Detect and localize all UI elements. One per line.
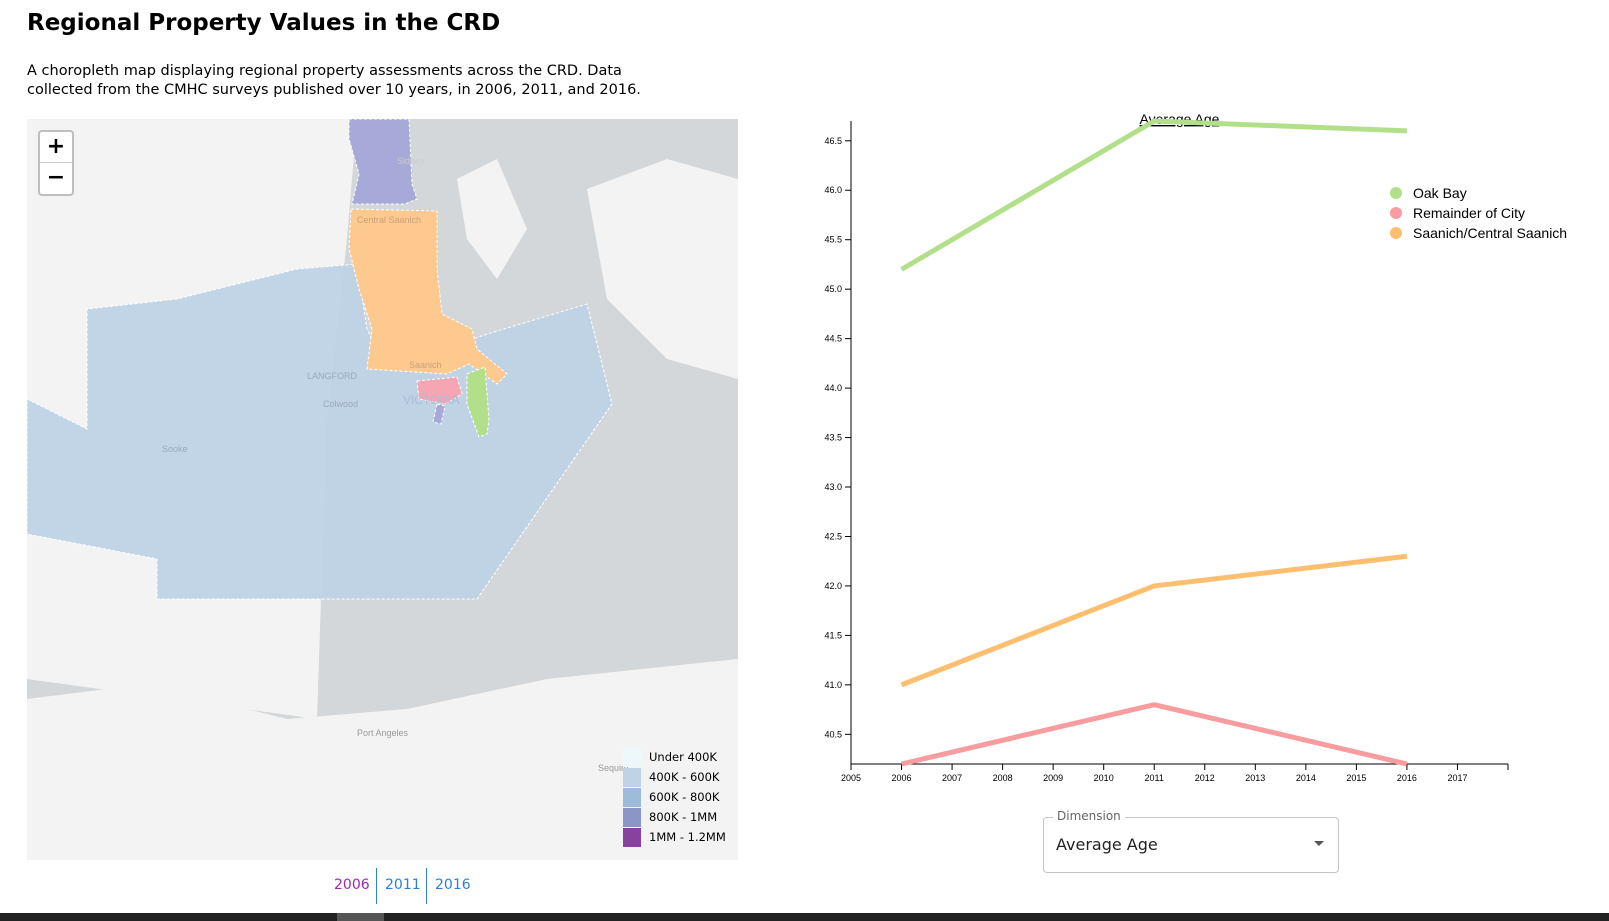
legend-swatch xyxy=(623,808,641,827)
legend-item: 1MM - 1.2MM xyxy=(623,828,738,848)
legend-label: Saanich/Central Saanich xyxy=(1413,225,1567,241)
place-label-victoria: VICTORIA xyxy=(403,393,459,407)
x-tick-label: 2005 xyxy=(841,773,861,783)
x-tick-label: 2011 xyxy=(1145,773,1164,783)
y-tick-label: 43.0 xyxy=(824,482,842,492)
horizontal-scrollbar[interactable] xyxy=(0,913,1609,921)
year-divider xyxy=(426,868,427,904)
x-tick-label: 2012 xyxy=(1195,773,1215,783)
y-tick-label: 45.5 xyxy=(824,235,842,245)
legend-item: Under 400K xyxy=(623,748,738,768)
place-label-langford: LANGFORD xyxy=(307,371,358,381)
region-purple-north[interactable] xyxy=(348,119,418,205)
legend-marker xyxy=(1390,187,1402,199)
dropdown-arrow-icon xyxy=(1314,841,1324,846)
legend-item: 800K - 1MM xyxy=(623,808,738,828)
page-description: A choropleth map displaying regional pro… xyxy=(27,63,641,98)
line-chart: 2005 2006 2007 2008 2009 2010 2011 2012 2013 2014… xyxy=(780,108,1580,812)
legend-item: 400K - 600K xyxy=(623,768,738,788)
zoom-control: + − xyxy=(38,130,74,196)
place-label-central-saanich: Central Saanich xyxy=(357,215,421,225)
legend-marker xyxy=(1390,227,1402,239)
y-tick-label: 43.5 xyxy=(824,433,842,443)
x-tick-label: 2013 xyxy=(1245,773,1265,783)
x-tick-label: 2014 xyxy=(1296,773,1316,783)
year-tab-2011[interactable]: 2011 xyxy=(385,877,421,893)
legend-swatch xyxy=(623,828,641,847)
y-tick-label: 44.0 xyxy=(824,383,842,393)
legend-label: 400K - 600K xyxy=(649,770,720,784)
land-mass-south xyxy=(27,659,738,860)
legend-swatch xyxy=(623,788,641,807)
legend-item: 600K - 800K xyxy=(623,788,738,808)
place-label-colwood: Colwood xyxy=(323,399,358,409)
dimension-select[interactable]: Dimension Average Age xyxy=(1043,809,1339,873)
place-label-sooke: Sooke xyxy=(162,444,188,454)
y-tick-label: 40.5 xyxy=(824,729,842,739)
x-tick-label: 2017 xyxy=(1447,773,1467,783)
choropleth-map[interactable]: Sidney Central Saanich Saanich LANGFORD … xyxy=(27,119,738,860)
y-tick-label: 46.0 xyxy=(824,185,842,195)
legend-swatch xyxy=(623,768,641,787)
year-tab-2006[interactable]: 2006 xyxy=(334,877,370,893)
legend-label: Under 400K xyxy=(649,750,717,764)
x-tick-label: 2015 xyxy=(1346,773,1366,783)
region-pink[interactable] xyxy=(416,376,463,405)
legend-label: 800K - 1MM xyxy=(649,810,718,824)
region-blue[interactable] xyxy=(27,263,613,600)
dimension-select-value: Average Age xyxy=(1056,835,1158,854)
y-tick-label: 41.0 xyxy=(824,680,842,690)
y-tick-label: 46.5 xyxy=(824,136,842,146)
place-label-sidney: Sidney xyxy=(397,156,425,166)
y-tick-label: 41.5 xyxy=(824,630,842,640)
legend-label: Remainder of City xyxy=(1413,205,1525,221)
y-tick-label: 44.5 xyxy=(824,334,842,344)
map-canvas[interactable]: Sidney Central Saanich Saanich LANGFORD … xyxy=(27,119,738,860)
legend-marker xyxy=(1390,207,1402,219)
year-divider xyxy=(376,868,377,904)
series-line xyxy=(900,553,1408,688)
x-tick-label: 2008 xyxy=(993,773,1013,783)
scrollbar-thumb[interactable] xyxy=(337,913,384,921)
series-line xyxy=(900,118,1408,272)
legend-label: Oak Bay xyxy=(1413,185,1467,201)
x-tick-label: 2016 xyxy=(1397,773,1417,783)
y-tick-label: 42.5 xyxy=(824,531,842,541)
legend-label: 1MM - 1.2MM xyxy=(649,830,726,844)
line-chart-svg: 2005 2006 2007 2008 2009 2010 2011 2012 2013 2014… xyxy=(824,111,1567,783)
x-tick-label: 2010 xyxy=(1094,773,1114,783)
region-green[interactable] xyxy=(466,366,490,438)
y-tick-label: 45.0 xyxy=(824,284,842,294)
series-line xyxy=(900,702,1408,767)
place-label-sequim: Sequim xyxy=(598,763,629,773)
zoom-out-button[interactable]: − xyxy=(46,165,66,190)
year-tab-2016[interactable]: 2016 xyxy=(435,877,471,893)
y-tick-label: 42.0 xyxy=(824,581,842,591)
legend-label: 600K - 800K xyxy=(649,790,720,804)
page-title: Regional Property Values in the CRD xyxy=(27,10,501,36)
place-label-port-angeles: Port Angeles xyxy=(357,728,409,738)
legend-swatch xyxy=(623,748,641,767)
place-label-saanich: Saanich xyxy=(409,360,442,370)
region-orange[interactable] xyxy=(348,208,508,385)
zoom-in-button[interactable]: + xyxy=(40,132,72,163)
x-tick-label: 2009 xyxy=(1043,773,1063,783)
x-tick-label: 2007 xyxy=(942,773,962,783)
x-tick-label: 2006 xyxy=(892,773,912,783)
land-mass-islands xyxy=(457,159,738,379)
dimension-select-label: Dimension xyxy=(1053,809,1125,823)
region-purple-south[interactable] xyxy=(432,403,446,425)
